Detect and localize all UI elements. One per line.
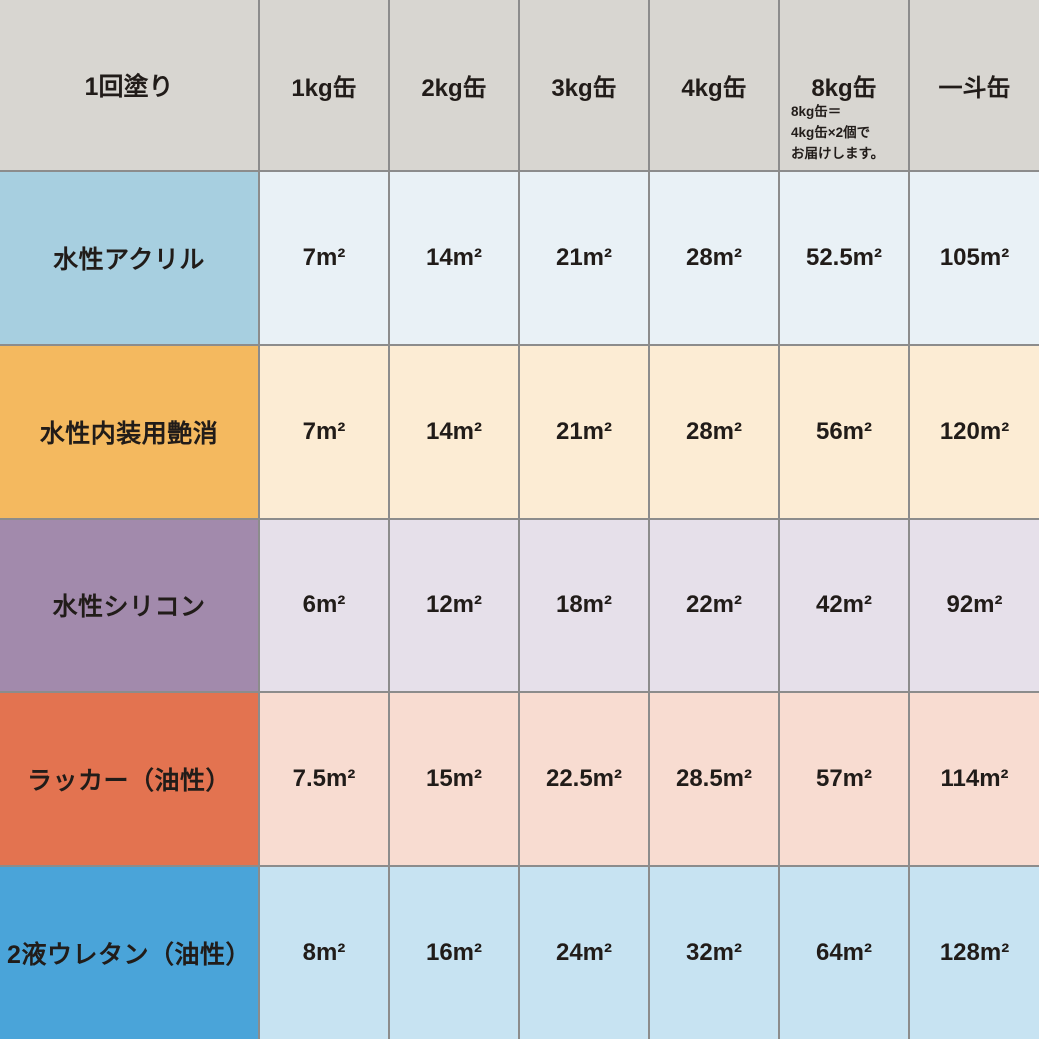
col-header-2kg: 2kg缶: [390, 0, 518, 170]
value-cell: 21m²: [520, 345, 648, 518]
value-cell: 7m²: [260, 345, 388, 518]
8kg-can-note-line: 4kg缶×2個で: [791, 125, 871, 141]
value-cell: 18m²: [520, 519, 648, 692]
row-label-water-acrylic: 水性アクリル: [0, 172, 258, 344]
value-cell: 28m²: [650, 172, 778, 344]
value-cell: 7m²: [260, 172, 388, 344]
value-cell: 52.5m²: [780, 172, 908, 344]
8kg-can-note-line: 8kg缶＝: [791, 104, 842, 120]
col-header-itto-can: 一斗缶: [910, 0, 1039, 170]
value-cell: 105m²: [910, 172, 1039, 344]
value-cell: 16m²: [390, 867, 518, 1039]
value-cell: 128m²: [910, 867, 1039, 1039]
corner-header-one-coat: 1回塗り: [0, 0, 258, 170]
value-cell: 14m²: [390, 172, 518, 344]
value-cell: 7.5m²: [260, 693, 388, 866]
value-cell: 22.5m²: [520, 693, 648, 866]
value-cell: 24m²: [520, 867, 648, 1039]
col-header-4kg: 4kg缶: [650, 0, 778, 170]
value-cell: 15m²: [390, 693, 518, 866]
row-label-water-silicone: 水性シリコン: [0, 519, 258, 692]
row-label-2k-urethane-oil: 2液ウレタン（油性）: [0, 867, 258, 1039]
row-label-water-interior-matte: 水性内装用艶消: [0, 345, 258, 518]
value-cell: 28.5m²: [650, 693, 778, 866]
value-cell: 6m²: [260, 519, 388, 692]
value-cell: 64m²: [780, 867, 908, 1039]
8kg-can-note: 8kg缶＝ 4kg缶×2個で お届けします。: [791, 102, 884, 165]
value-cell: 120m²: [910, 345, 1039, 518]
value-cell: 32m²: [650, 867, 778, 1039]
col-header-8kg-label: 8kg缶: [811, 74, 877, 102]
col-header-8kg: 8kg缶 8kg缶＝ 4kg缶×2個で お届けします。: [780, 0, 908, 170]
value-cell: 28m²: [650, 345, 778, 518]
row-label-lacquer-oil: ラッカー（油性）: [0, 693, 258, 866]
col-header-3kg: 3kg缶: [520, 0, 648, 170]
value-cell: 8m²: [260, 867, 388, 1039]
value-cell: 92m²: [910, 519, 1039, 692]
value-cell: 56m²: [780, 345, 908, 518]
value-cell: 12m²: [390, 519, 518, 692]
value-cell: 14m²: [390, 345, 518, 518]
value-cell: 42m²: [780, 519, 908, 692]
value-cell: 57m²: [780, 693, 908, 866]
value-cell: 114m²: [910, 693, 1039, 866]
8kg-can-note-line: お届けします。: [791, 146, 885, 162]
value-cell: 21m²: [520, 172, 648, 344]
col-header-1kg: 1kg缶: [260, 0, 388, 170]
value-cell: 22m²: [650, 519, 778, 692]
